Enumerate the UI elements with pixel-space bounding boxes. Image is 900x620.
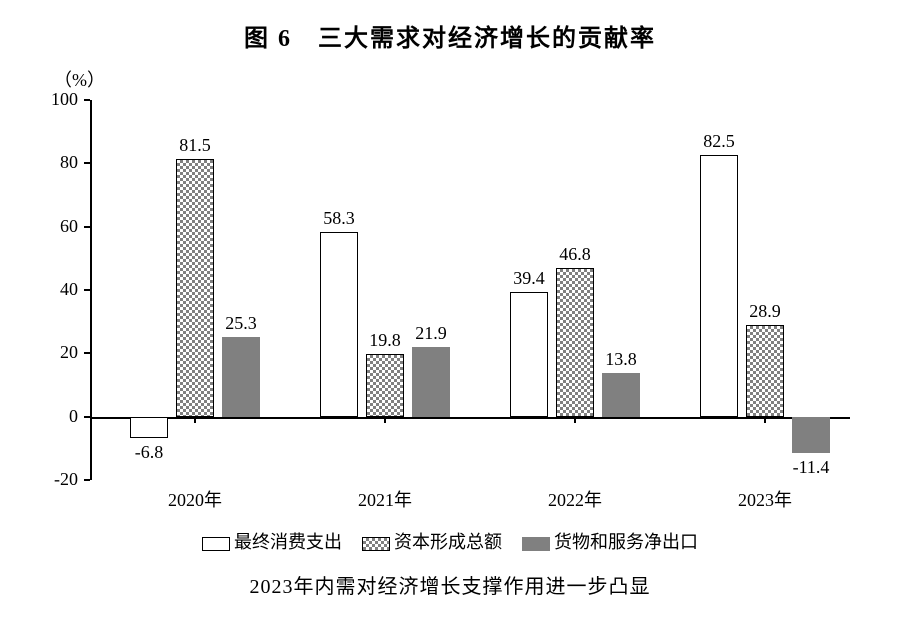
bar-value-label: 46.8 <box>545 244 605 265</box>
legend-swatch <box>522 537 550 551</box>
x-category-label: 2020年 <box>145 486 245 512</box>
y-tick-label: 0 <box>18 406 78 427</box>
bar <box>366 354 404 417</box>
y-tick <box>84 352 90 354</box>
bar-value-label: 82.5 <box>689 131 749 152</box>
y-tick-label: 40 <box>18 279 78 300</box>
bar <box>130 417 168 439</box>
x-tick <box>384 417 386 423</box>
bar <box>792 417 830 453</box>
bar <box>746 325 784 417</box>
chart-subtitle: 2023年内需对经济增长支撑作用进一步凸显 <box>0 570 900 599</box>
x-axis-line <box>90 417 850 419</box>
bar-value-label: 28.9 <box>735 301 795 322</box>
x-category-label: 2022年 <box>525 486 625 512</box>
bar-value-label: 21.9 <box>401 323 461 344</box>
chart-plot-area: -20020406080100-6.881.525.32020年58.319.8… <box>90 100 850 480</box>
bar <box>176 159 214 417</box>
bar-value-label: 25.3 <box>211 313 271 334</box>
bar <box>412 347 450 416</box>
chart-title: 图 6 三大需求对经济增长的贡献率 <box>0 0 900 53</box>
x-tick <box>194 417 196 423</box>
y-tick-label: -20 <box>18 469 78 490</box>
chart-legend: 最终消费支出 资本形成总额 货物和服务净出口 <box>0 528 900 554</box>
bar <box>556 268 594 416</box>
y-tick-label: 20 <box>18 342 78 363</box>
bar-value-label: -6.8 <box>119 442 179 463</box>
x-category-label: 2021年 <box>335 486 435 512</box>
legend-swatch <box>202 537 230 551</box>
bar <box>602 373 640 417</box>
bar-value-label: 39.4 <box>499 268 559 289</box>
y-axis-line <box>90 100 92 480</box>
y-tick <box>84 479 90 481</box>
bar-value-label: 13.8 <box>591 349 651 370</box>
x-category-label: 2023年 <box>715 486 815 512</box>
y-tick <box>84 99 90 101</box>
legend-swatch <box>362 537 390 551</box>
bar-value-label: -11.4 <box>781 457 841 478</box>
bar <box>320 232 358 417</box>
y-tick-label: 100 <box>18 89 78 110</box>
legend-label: 最终消费支出 <box>234 532 342 552</box>
y-tick-label: 60 <box>18 216 78 237</box>
legend-item: 最终消费支出 <box>202 528 342 554</box>
bar <box>510 292 548 417</box>
bar <box>700 155 738 416</box>
y-tick <box>84 289 90 291</box>
bar <box>222 337 260 417</box>
y-tick <box>84 162 90 164</box>
y-tick <box>84 416 90 418</box>
legend-item: 资本形成总额 <box>362 528 502 554</box>
x-tick <box>764 417 766 423</box>
x-tick <box>574 417 576 423</box>
bar-value-label: 81.5 <box>165 135 225 156</box>
y-tick <box>84 226 90 228</box>
legend-label: 资本形成总额 <box>394 532 502 552</box>
bar-value-label: 58.3 <box>309 208 369 229</box>
legend-label: 货物和服务净出口 <box>554 532 698 552</box>
legend-item: 货物和服务净出口 <box>522 528 698 554</box>
y-tick-label: 80 <box>18 152 78 173</box>
